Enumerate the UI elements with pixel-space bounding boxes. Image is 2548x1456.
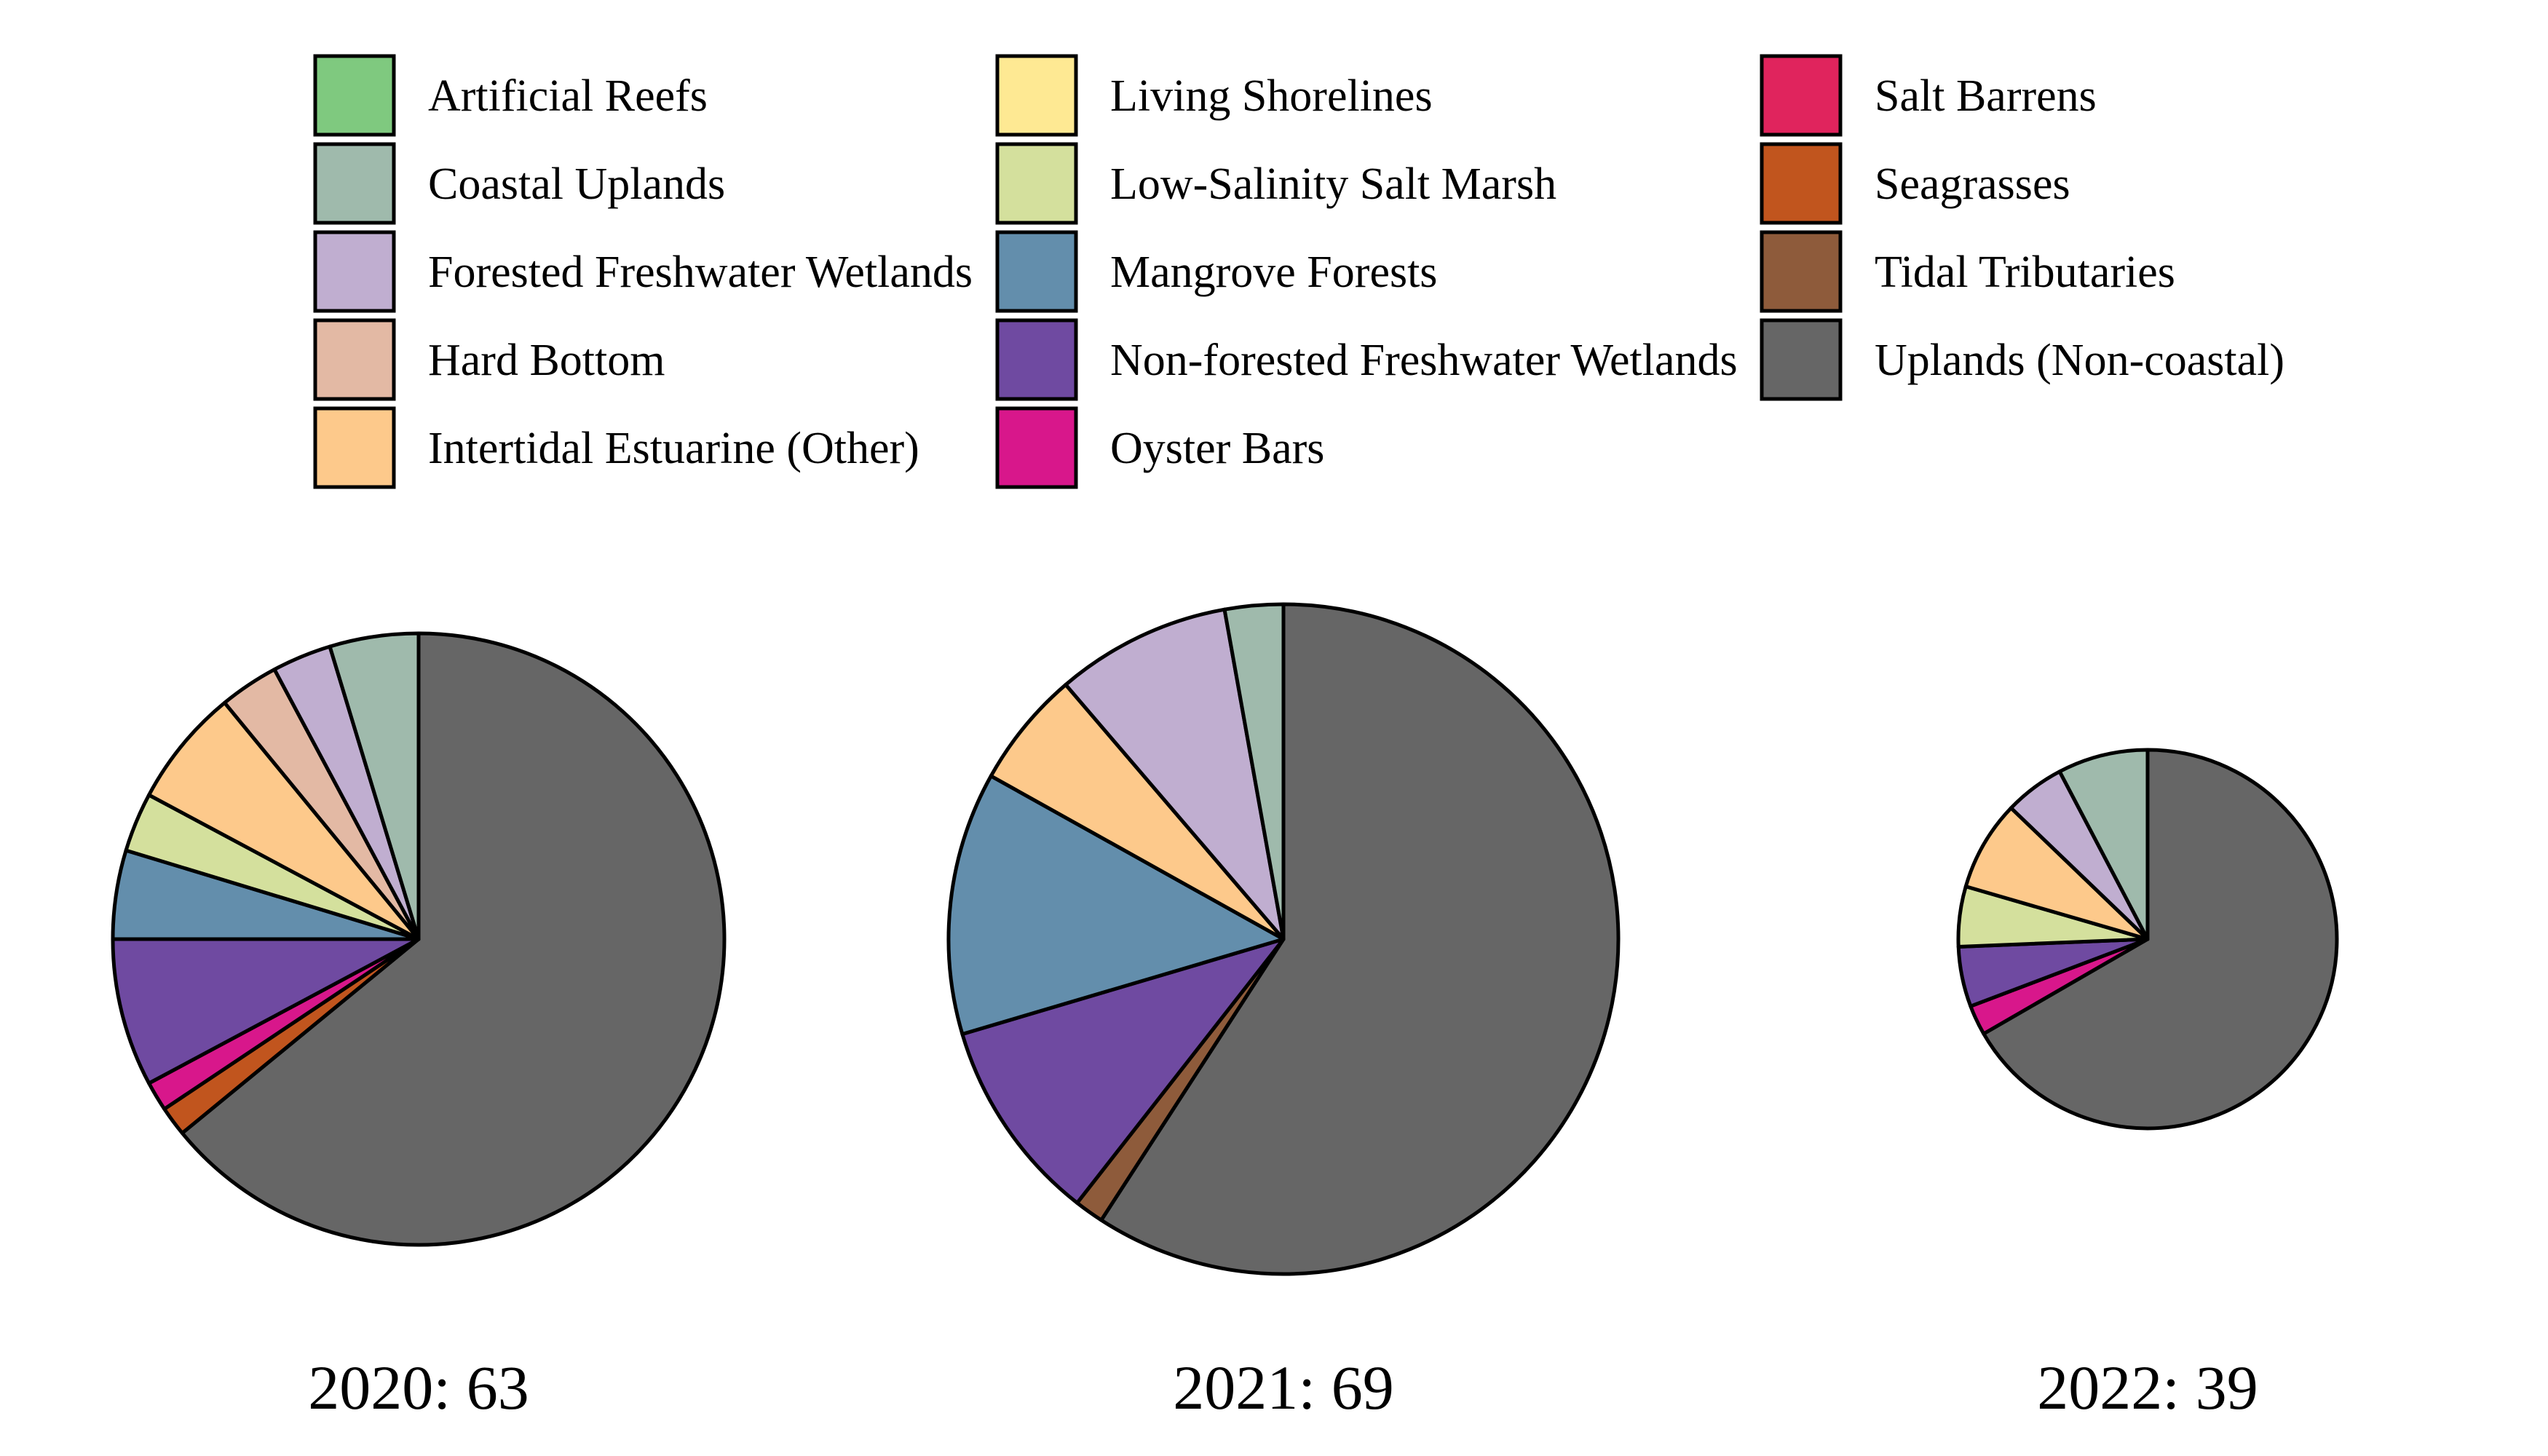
legend-label: Uplands (Non-coastal) [1875, 336, 2284, 385]
legend-swatch [313, 318, 396, 401]
pie-slice-uplands-non-coastal [1099, 602, 1621, 1276]
pie-caption-2: 2022: 39 [2037, 1353, 2258, 1423]
pie-slice-coastal-uplands [2057, 748, 2150, 941]
legend-swatch [995, 142, 1078, 225]
legend-item-salt-barrens: Salt Barrens [1760, 54, 2097, 137]
legend-item-living-shorelines: Living Shorelines [995, 54, 1433, 137]
pie-slice-intertidal-estuarine-other [989, 683, 1286, 941]
pie-caption-1: 2021: 69 [1173, 1353, 1393, 1423]
legend-item-mangrove-forests: Mangrove Forests [995, 230, 1437, 313]
pie-slice-intertidal-estuarine-other [147, 700, 421, 941]
pie-caption-0: 2020: 63 [308, 1353, 529, 1423]
legend-item-oyster-bars: Oyster Bars [995, 406, 1324, 489]
pie-1 [946, 602, 1621, 1276]
legend-label: Living Shorelines [1110, 71, 1433, 121]
legend-label: Intertidal Estuarine (Other) [428, 424, 919, 473]
pie-slice-uplands-non-coastal [180, 631, 727, 1247]
pie-slice-forested-freshwater-wetlands [1064, 607, 1286, 941]
legend-item-seagrasses: Seagrasses [1760, 142, 2070, 225]
legend-label: Forested Freshwater Wetlands [428, 248, 973, 297]
pie-slice-coastal-uplands [328, 631, 421, 941]
pie-slice-non-forested-freshwater-wetlands [111, 937, 421, 1085]
legend-swatch [1760, 142, 1843, 225]
legend-label: Seagrasses [1875, 159, 2070, 209]
legend: Artificial Reefs Coastal Uplands Forested … [313, 54, 2284, 489]
legend-label: Oyster Bars [1110, 424, 1324, 473]
legend-label: Low-Salinity Salt Marsh [1110, 159, 1556, 209]
legend-swatch [313, 142, 396, 225]
legend-item-tidal-tributaries: Tidal Tributaries [1760, 230, 2175, 313]
pie-charts [111, 602, 2339, 1276]
legend-item-forested-freshwater-wetlands: Forested Freshwater Wetlands [313, 230, 973, 313]
pie-slice-mangrove-forests [946, 774, 1286, 1036]
legend-label: Hard Bottom [428, 336, 665, 385]
legend-swatch [313, 54, 396, 137]
legend-swatch [995, 406, 1078, 489]
pie-slice-uplands-non-coastal [1982, 748, 2339, 1131]
legend-swatch [995, 54, 1078, 137]
legend-swatch [995, 318, 1078, 401]
pie-captions: 2020: 63 2021: 69 2022: 39 [308, 1353, 2258, 1423]
legend-swatch [313, 230, 396, 313]
legend-swatch [1760, 230, 1843, 313]
legend-label: Tidal Tributaries [1875, 248, 2175, 297]
legend-label: Mangrove Forests [1110, 248, 1437, 297]
pie-2 [1956, 748, 2339, 1131]
legend-swatch [313, 406, 396, 489]
legend-item-coastal-uplands: Coastal Uplands [313, 142, 725, 225]
legend-item-non-forested-freshwater-wetlands: Non-forested Freshwater Wetlands [995, 318, 1738, 401]
legend-label: Coastal Uplands [428, 159, 725, 209]
legend-label: Artificial Reefs [428, 71, 708, 121]
legend-swatch [1760, 54, 1843, 137]
legend-label: Salt Barrens [1875, 71, 2097, 121]
pie-slice-non-forested-freshwater-wetlands [960, 937, 1286, 1205]
pie-slice-intertidal-estuarine-other [1963, 806, 2150, 941]
pie-0 [111, 631, 727, 1247]
legend-swatch [995, 230, 1078, 313]
legend-item-artificial-reefs: Artificial Reefs [313, 54, 708, 137]
legend-item-low-salinity-salt-marsh: Low-Salinity Salt Marsh [995, 142, 1556, 225]
legend-item-intertidal-estuarine-other: Intertidal Estuarine (Other) [313, 406, 919, 489]
legend-item-uplands-non-coastal: Uplands (Non-coastal) [1760, 318, 2284, 401]
legend-label: Non-forested Freshwater Wetlands [1110, 336, 1738, 385]
legend-item-hard-bottom: Hard Bottom [313, 318, 665, 401]
pie-slice-coastal-uplands [1222, 602, 1286, 941]
legend-swatch [1760, 318, 1843, 401]
